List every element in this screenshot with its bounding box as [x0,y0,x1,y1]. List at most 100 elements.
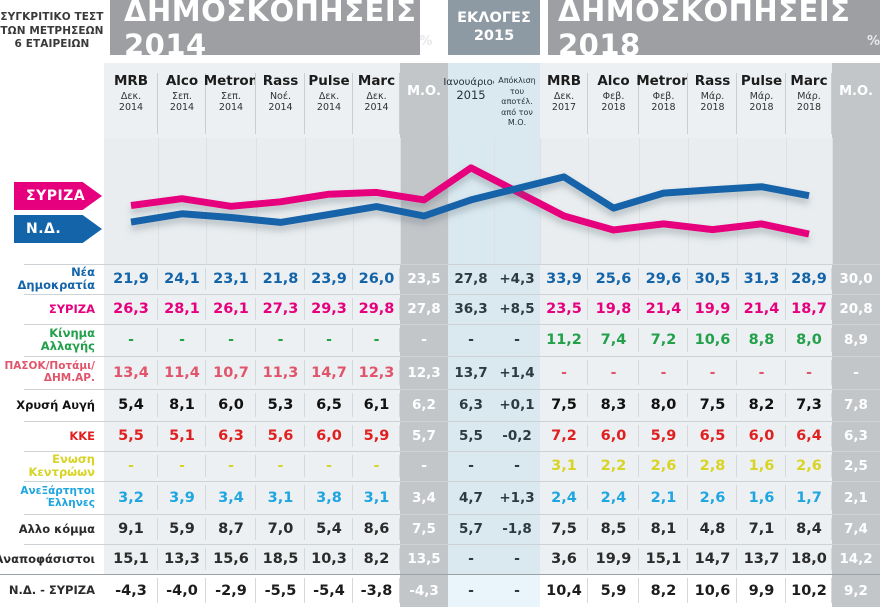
table-cell: 19,9 [688,294,737,324]
table-cell: -4,0 [158,574,206,607]
column-header-name: Marc [357,73,396,89]
table-cell: 29,3 [305,294,353,324]
table-cell: 8,9 [844,332,868,348]
row-label: Ενωση Κεντρώων [28,452,95,479]
table-cell: 3,6 [540,544,588,574]
table-cell: 6,2 [412,397,436,413]
average-column-background [832,389,880,421]
average-column-background [400,544,448,574]
table-cell: 23,5 [540,294,588,324]
table-cell: - [514,551,520,567]
election-column-background [448,481,540,514]
table-cell: 3,1 [540,451,588,481]
table-cell: 3,8 [305,481,353,514]
table-row: Νέα Δημοκρατία 21,9 24,1 23,1 21,8 23,9 26,0 23,… [0,264,880,294]
table-cell: - [305,451,353,481]
table-cell: 8,7 [206,514,256,544]
column-header-month: Φεβ. [652,90,675,102]
average-column-background [400,481,448,514]
column-header-year: 2018 [651,101,676,113]
table-cell: 2,6 [688,481,737,514]
chart-gridline [688,138,689,264]
table-cell: - [468,332,474,348]
table-cell: 5,1 [158,421,206,451]
table-cell: - [468,458,474,474]
row-separator [24,481,880,482]
election-column-background [448,544,540,574]
row-separator [24,294,880,295]
table-cell: 10,6 [688,574,737,607]
table-cell: 21,9 [104,264,158,294]
table-cell: - [588,356,639,389]
column-header-year: 2014 [364,101,389,113]
column-header-year: 2018 [749,101,774,113]
mo-band-2018 [832,138,880,264]
table-cell: 15,1 [104,544,158,574]
column-headers: MRB Δεκ. 2014 Alco Σεπ. 2014 Metron Σεπ. 2014 Ras… [0,63,880,138]
table-cell: 2,2 [588,451,639,481]
election-column-background [448,451,540,481]
column-header-year: 2014 [316,101,342,113]
table-cell: 6,0 [588,421,639,451]
table-cell: 6,1 [353,389,400,421]
column-header-name: Rass [694,73,731,89]
chart-gridline [400,138,401,264]
table-cell: 3,4 [206,481,256,514]
table-cell: -1,8 [502,521,532,537]
header-band-2018: ΔΗΜΟΣΚΟΠΗΣΕΙΣ 2018 % [548,0,880,62]
table-cell: 18,5 [256,544,305,574]
column-header-name: Marc [790,73,828,89]
column-header-11: Alco Φεβ. 2018 [588,63,639,138]
table-cell: 8,3 [588,389,639,421]
table-cell: - [786,356,832,389]
column-header-name: Metron [636,73,691,89]
table-cell: 10,7 [206,356,256,389]
average-column-background [832,451,880,481]
column-header-15: Marc Μάρ. 2018 [786,63,832,138]
column-header-name: Μ.Ο. [407,84,441,99]
table-cell: 18,7 [786,294,832,324]
row-separator [24,451,880,452]
column-header-16: Μ.Ο. [832,63,880,138]
table-cell: 1,7 [786,481,832,514]
table-cell: 27,8 [454,271,488,287]
table-cell: 23,9 [305,264,353,294]
average-column-background [400,294,448,324]
column-header-deviation-text: Απόκλιση του αποτέλ. από τον Μ.Ο. [498,76,536,128]
table-cell: - [421,458,427,474]
column-header-12: Metron Φεβ. 2018 [636,63,691,138]
table-row: Χρυσή Αυγή 5,4 8,1 6,0 5,3 6,5 6,1 6,2 6,3 +0,1 7,… [0,389,880,421]
legend-flag-syriza-label: ΣΥΡΙΖΑ [26,188,86,204]
table-cell: 3,1 [256,481,305,514]
row-label: ΣΥΡΙΖΑ [48,301,95,316]
row-label: ΚΚΕ [69,428,95,443]
table-cell: 5,7 [412,428,436,444]
table-cell: 12,3 [353,356,400,389]
table-cell: +1,3 [499,489,535,506]
table-cell: 7,4 [844,521,868,537]
table-cell: 5,5 [104,421,158,451]
row-separator [24,389,880,390]
table-cell: - [468,551,474,567]
election-column-background [448,324,540,356]
election-column-background [448,356,540,389]
chart-lines [130,164,810,238]
column-header-name: MRB [546,73,582,89]
table-cell: - [158,451,206,481]
table-cell: 2,8 [688,451,737,481]
table-cell: 5,6 [256,421,305,451]
column-header-month: Μάρ. [749,90,774,102]
table-cell: 19,8 [588,294,639,324]
table-cell: 7,5 [412,521,436,537]
table-cell: 5,9 [353,421,400,451]
table-cell: 20,8 [839,301,873,317]
table-cell: 8,2 [639,574,688,607]
table-cell: 7,5 [540,514,588,544]
table-cell: 6,0 [305,421,353,451]
header-band-2014: ΔΗΜΟΣΚΟΠΗΣΕΙΣ 2014 % [110,0,432,62]
table-cell: - [256,324,305,356]
table-cell: 6,0 [206,389,256,421]
table-cell: 5,5 [459,428,483,444]
election-column-background [448,514,540,544]
column-header-name: Pulse [308,73,350,89]
